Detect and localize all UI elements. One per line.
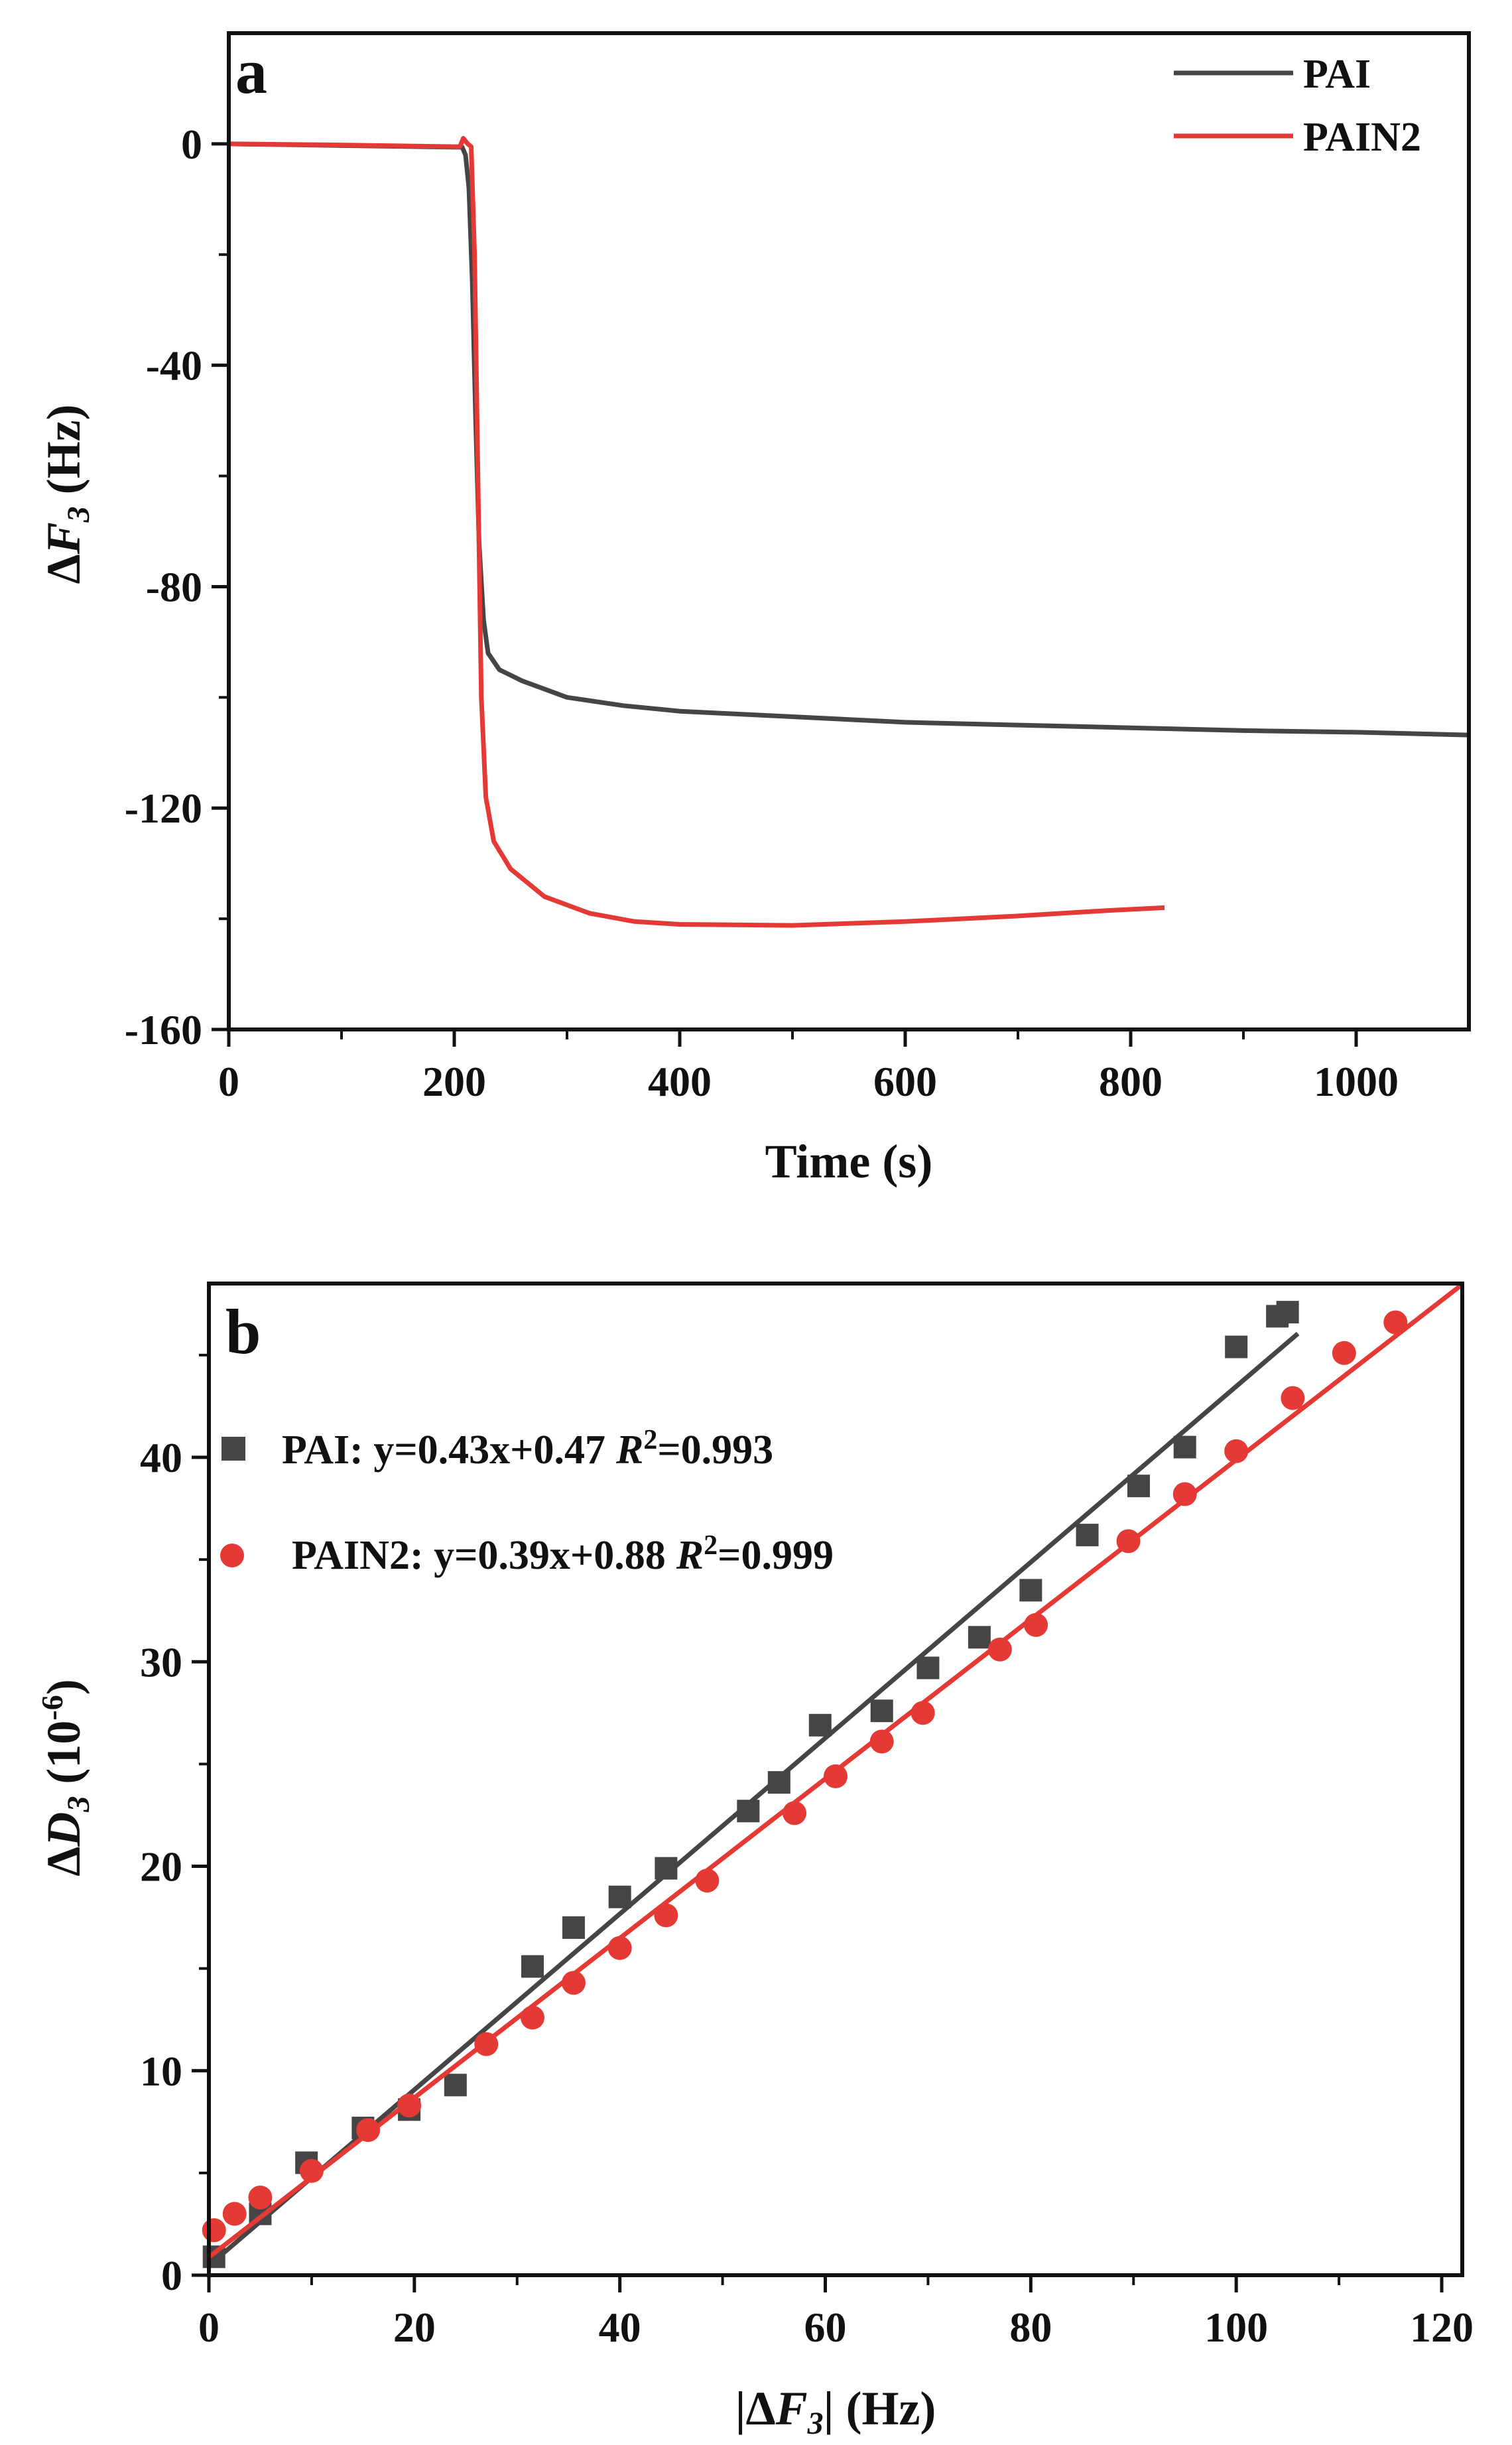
data-point-pain2 xyxy=(987,1637,1012,1662)
data-point-pain2 xyxy=(1224,1439,1249,1463)
data-point-pain2 xyxy=(824,1764,848,1788)
data-point-pain2 xyxy=(397,2093,422,2118)
x-tick-label: 600 xyxy=(873,1058,937,1105)
panel-a: 0 200 400 600 800 1000 0 -40 -80 -120 -160 a PAI P… xyxy=(37,31,1471,1188)
data-point-pain2 xyxy=(222,2202,247,2226)
data-point-pai xyxy=(655,1857,678,1880)
data-point-pai xyxy=(1127,1475,1151,1498)
y-tick-label: 10 xyxy=(140,2048,182,2095)
data-point-pai xyxy=(767,1771,790,1794)
data-point-pai xyxy=(444,2074,467,2097)
data-point-pain2 xyxy=(1281,1386,1305,1410)
y-tick-label: -40 xyxy=(146,342,202,389)
data-point-pain2 xyxy=(202,2218,226,2243)
data-point-pain2 xyxy=(695,1869,720,1893)
data-point-pain2 xyxy=(869,1729,894,1754)
data-point-pain2 xyxy=(1383,1310,1408,1335)
panel-a-plot-area xyxy=(228,136,1470,928)
data-point-pain2 xyxy=(474,2032,499,2056)
y-tick-label: 30 xyxy=(140,1638,182,1685)
legend-pain2-label: PAIN2 xyxy=(1303,115,1421,160)
panel-b-frame xyxy=(207,1282,1464,2277)
data-point-pain2 xyxy=(911,1701,935,1725)
data-point-pai xyxy=(968,1626,991,1649)
y-tick-label: -80 xyxy=(146,563,202,610)
series-line-pai xyxy=(228,141,1470,738)
panel-b-ticks: 0 20 40 60 80 100 120 0 10 20 30 40 xyxy=(140,1353,1474,2351)
data-point-pain2 xyxy=(561,1971,586,1995)
legend-pain2-circle-marker xyxy=(220,1544,244,1567)
panel-a-y-axis-title: ΔF3 (Hz) xyxy=(37,404,96,584)
x-tick-label: 1000 xyxy=(1314,1058,1399,1105)
data-point-pai xyxy=(870,1699,893,1723)
data-point-pain2 xyxy=(299,2158,324,2183)
data-point-pai xyxy=(1076,1524,1099,1547)
data-point-pai xyxy=(1276,1301,1299,1324)
x-tick-label: 100 xyxy=(1204,2304,1268,2351)
x-tick-label: 20 xyxy=(393,2304,436,2351)
y-tick-label: -120 xyxy=(125,785,202,832)
panel-b-x-axis-title: |ΔF3| (Hz) xyxy=(735,2382,936,2441)
legend-pai-fit: PAI: y=0.43x+0.47 R2=0.993 xyxy=(282,1425,773,1473)
data-point-pai xyxy=(1019,1579,1042,1602)
x-tick-label: 80 xyxy=(1009,2304,1052,2351)
panel-a-frame xyxy=(227,31,1471,1031)
panel-a-label: a xyxy=(235,36,267,107)
x-tick-label: 200 xyxy=(422,1058,486,1105)
data-point-pain2 xyxy=(1332,1341,1356,1365)
legend-pain2-fit: PAIN2: y=0.39x+0.88 R2=0.999 xyxy=(292,1530,834,1578)
data-point-pai xyxy=(916,1656,940,1680)
y-tick-label: 40 xyxy=(140,1434,182,1481)
data-point-pai xyxy=(737,1800,760,1823)
panel-a-legend: PAI PAIN2 xyxy=(1174,52,1421,160)
panel-b-legend: PAI: y=0.43x+0.47 R2=0.993 PAIN2: y=0.39x… xyxy=(220,1425,834,1578)
panel-b-label: b xyxy=(225,1296,261,1367)
data-point-pain2 xyxy=(1024,1613,1048,1637)
y-tick-label: 0 xyxy=(181,121,202,168)
data-point-pai xyxy=(1225,1335,1248,1358)
x-tick-label: 40 xyxy=(599,2304,641,2351)
legend-pai-label: PAI xyxy=(1303,52,1371,97)
data-point-pain2 xyxy=(783,1801,807,1825)
x-tick-label: 400 xyxy=(648,1058,712,1105)
data-point-pai xyxy=(608,1885,631,1908)
y-tick-label: 20 xyxy=(140,1843,182,1890)
data-point-pain2 xyxy=(1172,1482,1197,1506)
x-tick-label: 800 xyxy=(1099,1058,1163,1105)
series-line-pain2 xyxy=(228,136,1165,928)
panel-b-y-axis-title: ΔD3 (10-6) xyxy=(35,1679,96,1876)
x-tick-label: 60 xyxy=(804,2304,847,2351)
panel-a-x-axis-title: Time (s) xyxy=(765,1135,933,1188)
fit-line-pai xyxy=(207,1331,1300,2268)
x-tick-label: 120 xyxy=(1410,2304,1474,2351)
data-point-pai xyxy=(1173,1435,1196,1459)
panel-b: 0 20 40 60 80 100 120 0 10 20 30 40 b PAI: y=0.43x+… xyxy=(35,1282,1474,2441)
x-tick-label: 0 xyxy=(198,2304,220,2351)
data-point-pai xyxy=(562,1916,585,1939)
data-point-pain2 xyxy=(607,1936,632,1960)
y-tick-label: 0 xyxy=(161,2252,182,2299)
data-point-pain2 xyxy=(654,1903,678,1928)
data-point-pai xyxy=(808,1713,832,1737)
x-tick-label: 0 xyxy=(218,1058,239,1105)
data-point-pai xyxy=(521,1955,544,1978)
panel-a-ticks: 0 200 400 600 800 1000 0 -40 -80 -120 -160 xyxy=(125,121,1399,1105)
legend-pai-square-marker xyxy=(221,1437,245,1461)
data-point-pain2 xyxy=(356,2118,381,2143)
panel-b-plot-area xyxy=(202,1282,1464,2269)
data-point-pain2 xyxy=(520,2005,544,2030)
data-point-pain2 xyxy=(1116,1529,1141,1553)
y-tick-label: -160 xyxy=(125,1006,202,1053)
data-point-pain2 xyxy=(248,2185,273,2210)
